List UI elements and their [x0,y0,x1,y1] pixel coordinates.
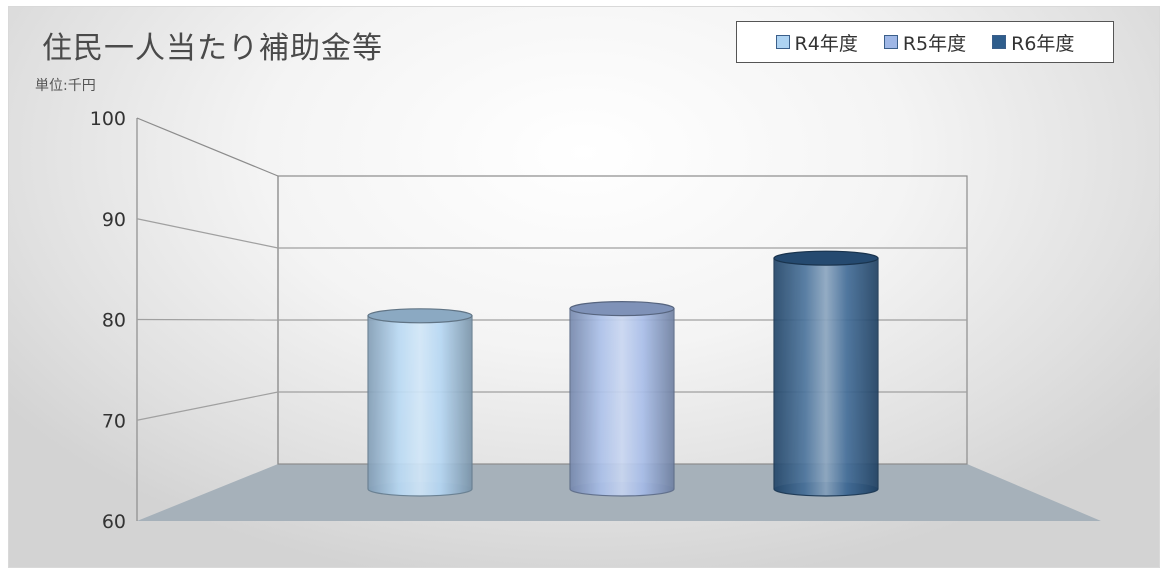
bar-body [367,315,473,497]
legend: R4年度 R5年度 R6年度 [736,21,1114,63]
legend-label-r4: R4年度 [794,32,858,55]
side-wall-top-edge [136,117,279,177]
chart-area: 住民一人当たり補助金等 単位:千円 R4年度 R5年度 R6年度 60 70 80 9… [8,6,1160,568]
legend-item-r4: R4年度 [775,29,858,56]
bar-top-cap [367,308,473,324]
bar-top-cap [569,301,675,317]
gridline-side-80 [136,318,279,321]
y-tick-label: 80 [102,310,126,332]
legend-swatch-r6 [992,35,1007,49]
plot-area: 60 70 80 90 100 [90,108,1101,533]
gridline-side-90 [136,218,279,249]
legend-item-r5: R5年度 [883,29,967,56]
bar-body [773,257,879,497]
y-tick-label: 100 [90,108,126,130]
legend-label-r5: R5年度 [902,32,967,55]
bar-body [569,308,675,497]
legend-label-r6: R6年度 [1011,32,1075,55]
legend-item-r6: R6年度 [992,29,1074,56]
legend-swatch-r4 [775,35,790,49]
chart-title: 住民一人当たり補助金等 [42,31,383,66]
gridline-side-70 [136,391,279,421]
y-tick-label: 90 [102,209,126,231]
bar-R4年度 [367,308,473,497]
y-tick-label: 60 [102,511,126,533]
unit-label: 単位:千円 [35,78,96,94]
y-tick-label: 70 [102,410,126,432]
bar-R6年度 [773,250,879,497]
bar-R5年度 [569,301,675,497]
legend-swatch-r5 [883,35,898,49]
bar-top-cap [773,250,879,266]
